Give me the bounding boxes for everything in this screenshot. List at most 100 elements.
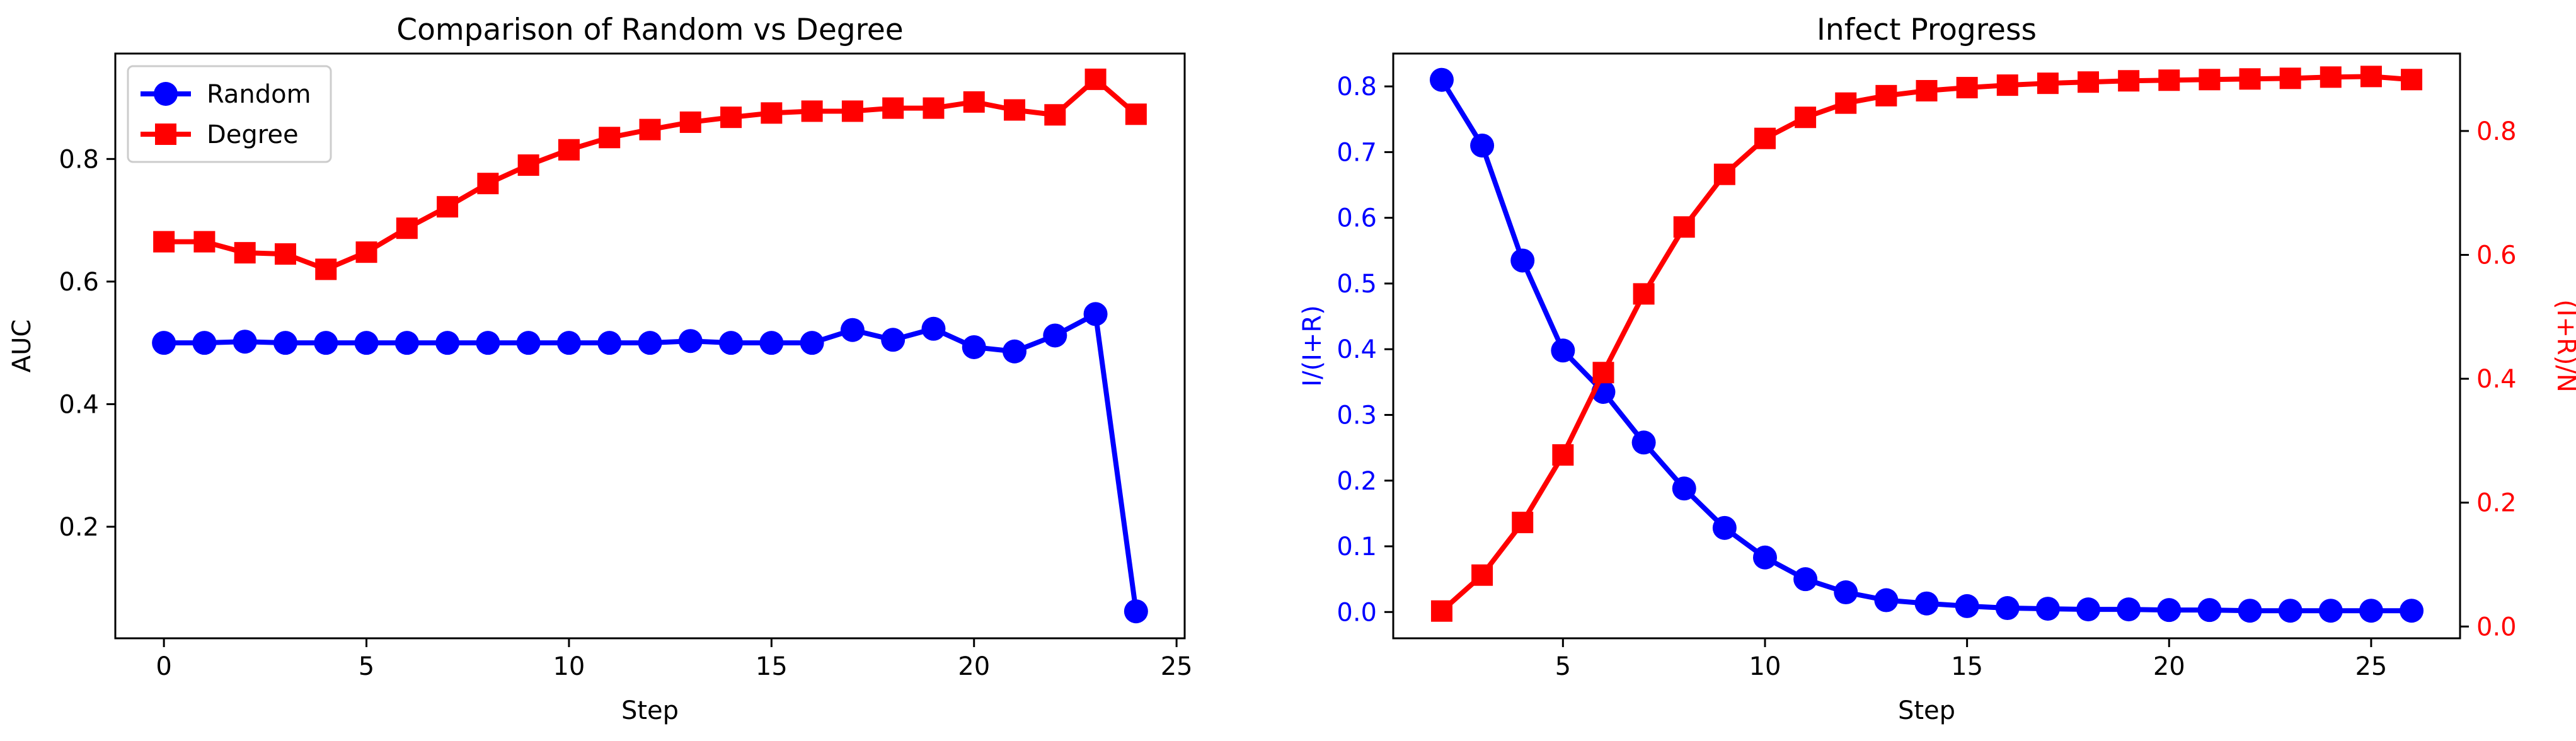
data-point — [1471, 564, 1493, 586]
data-point — [678, 329, 703, 353]
legend-label: Random — [207, 80, 311, 109]
y-right-axis-label: (I+R)/N — [2551, 299, 2576, 393]
x-tick-label: 5 — [1555, 652, 1571, 681]
series-1 — [1429, 67, 2424, 623]
data-point — [962, 335, 986, 359]
series-line — [1439, 78, 2412, 614]
data-point — [2118, 70, 2140, 92]
data-point — [354, 331, 379, 355]
data-point — [1510, 248, 1535, 273]
data-point — [921, 316, 946, 341]
data-point — [1874, 588, 1899, 612]
data-point — [516, 331, 541, 355]
data-point — [882, 97, 904, 119]
data-point — [1631, 430, 1656, 455]
data-point — [1430, 600, 1452, 622]
y-tick-label: 0.2 — [1337, 467, 1377, 496]
data-point — [2360, 66, 2382, 88]
series-line — [164, 311, 1139, 612]
data-point — [1956, 77, 1978, 99]
data-point — [1713, 163, 1735, 185]
data-point — [1834, 580, 1858, 605]
data-point — [314, 331, 338, 355]
data-point — [437, 196, 459, 218]
data-point — [761, 102, 783, 124]
data-point — [759, 331, 784, 355]
y-right-tick-label: 0.8 — [2476, 117, 2517, 146]
legend: Random Degree — [127, 65, 332, 163]
data-point — [1552, 444, 1574, 466]
x-tick-label: 25 — [1161, 652, 1193, 681]
data-point — [679, 111, 701, 133]
data-point — [1592, 362, 1614, 384]
data-point — [315, 258, 337, 280]
x-axis-label: Step — [621, 696, 679, 725]
y-tick-label: 0.6 — [59, 268, 99, 297]
data-point — [2239, 68, 2261, 90]
plot-frame — [1392, 52, 2461, 640]
data-point — [153, 231, 175, 253]
y-tick-label: 0.5 — [1337, 270, 1377, 299]
data-point — [192, 331, 217, 355]
data-point — [2157, 598, 2182, 623]
series-random — [152, 302, 1148, 624]
data-point — [355, 241, 377, 263]
data-point — [1043, 323, 1067, 348]
data-point — [1429, 67, 1454, 92]
data-point — [1914, 591, 1939, 616]
x-tick-label: 10 — [553, 652, 585, 681]
y-tick-label: 0.8 — [59, 145, 99, 174]
chart-title: Infect Progress — [1817, 13, 2037, 47]
data-point — [394, 331, 419, 355]
x-tick-label: 20 — [958, 652, 990, 681]
data-point — [1633, 283, 1655, 305]
data-point — [1754, 127, 1776, 149]
data-point — [1125, 103, 1147, 125]
data-point — [2238, 599, 2262, 623]
data-point — [476, 331, 500, 355]
legend-box — [127, 65, 332, 163]
y-tick-label: 0.8 — [1337, 72, 1377, 101]
legend-marker — [155, 123, 176, 145]
data-point — [1003, 339, 1027, 364]
data-point — [597, 331, 622, 355]
data-point — [477, 173, 499, 195]
chart-2: Infect Progress 5 10 15 20 25 Step 0.0 0.1 0.2 0.3… — [1298, 13, 2576, 725]
series-2 — [1430, 66, 2423, 622]
data-point — [152, 331, 176, 355]
data-point — [558, 139, 580, 161]
data-point — [2359, 599, 2383, 623]
data-point — [1875, 84, 1897, 106]
series-degree — [153, 68, 1147, 280]
data-point — [1672, 476, 1696, 501]
data-point — [2278, 599, 2303, 623]
data-point — [801, 100, 823, 122]
data-point — [800, 331, 824, 355]
data-point — [2401, 69, 2423, 91]
data-point — [273, 331, 297, 355]
data-point — [2076, 597, 2101, 622]
y-right-tick-label: 0.0 — [2476, 612, 2517, 641]
legend-marker — [154, 82, 178, 106]
data-point — [193, 231, 216, 253]
data-point — [396, 217, 418, 239]
y-tick-label: 0.4 — [1337, 335, 1377, 364]
x-tick-label: 10 — [1749, 652, 1781, 681]
data-point — [1795, 106, 1817, 129]
data-point — [2117, 597, 2141, 622]
data-point — [1996, 74, 2018, 96]
data-point — [2279, 67, 2301, 89]
x-tick-label: 5 — [359, 652, 374, 681]
y-tick-label: 0.6 — [1337, 204, 1377, 233]
data-point — [1835, 92, 1857, 114]
x-tick-label: 25 — [2355, 652, 2387, 681]
data-point — [1673, 216, 1695, 238]
data-point — [2158, 69, 2180, 91]
data-point — [2037, 72, 2059, 95]
data-point — [1044, 104, 1066, 126]
data-point — [234, 242, 256, 264]
plot-frame — [114, 52, 1186, 640]
y-right-tick-label: 0.2 — [2476, 489, 2517, 518]
data-point — [638, 331, 662, 355]
